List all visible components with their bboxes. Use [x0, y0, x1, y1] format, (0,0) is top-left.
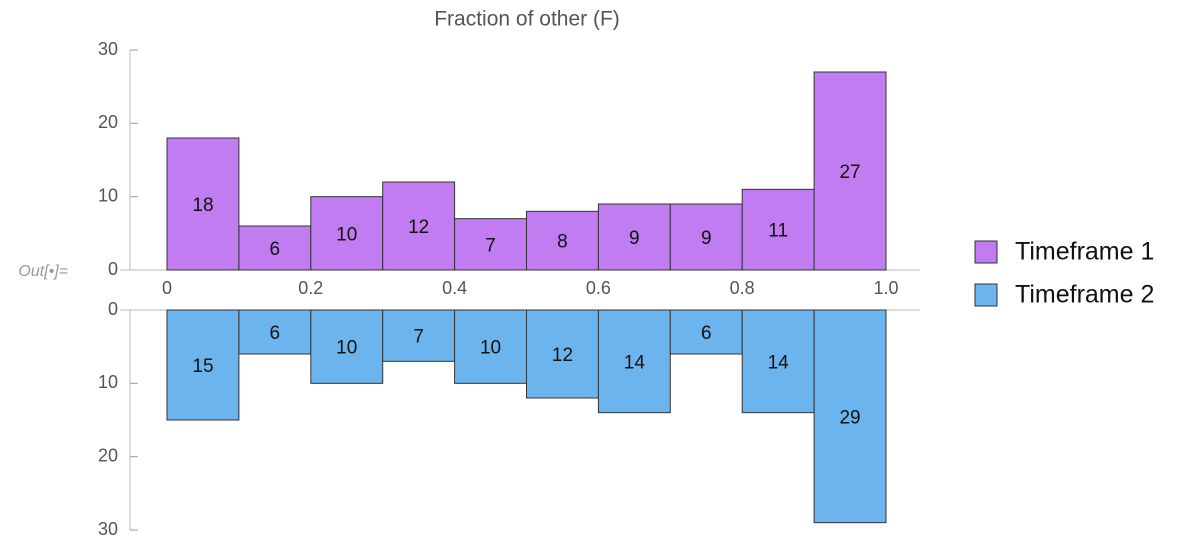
data-label: 10 [480, 338, 501, 359]
data-label: 15 [192, 356, 213, 377]
data-label: 18 [192, 195, 213, 216]
x-tick-label: 0.6 [586, 278, 611, 298]
x-tick-label: 0 [162, 278, 172, 298]
bar [526, 210, 599, 271]
bar [741, 309, 815, 414]
bar [238, 225, 312, 271]
y-tick-label: 20 [98, 445, 118, 465]
y-tick-label: 20 [98, 112, 118, 132]
data-label: 11 [768, 221, 788, 242]
bar [741, 188, 815, 271]
bar [813, 71, 887, 271]
y-tick-label: 0 [108, 259, 118, 279]
x-tick-label: 0.2 [298, 278, 323, 298]
data-label: 8 [557, 232, 568, 253]
data-label: 10 [336, 338, 357, 359]
x-tick-label: 0.4 [442, 278, 467, 298]
data-label: 14 [624, 352, 646, 373]
data-label: 10 [336, 224, 357, 245]
data-label: 27 [839, 162, 860, 183]
chart-title: Fraction of other (F) [434, 8, 620, 31]
data-label: 9 [701, 228, 712, 249]
data-label: 29 [839, 407, 860, 428]
data-label: 12 [552, 345, 573, 366]
y-tick-label: 10 [98, 372, 118, 392]
y-tick-label: 10 [98, 185, 118, 205]
y-tick-label: 30 [98, 519, 118, 539]
bar [597, 203, 671, 271]
bar [454, 309, 528, 384]
legend-swatch [974, 283, 998, 307]
bar [813, 309, 887, 524]
data-label: 7 [413, 327, 424, 348]
data-label: 6 [270, 239, 281, 260]
legend-label: Timeframe 2 [1015, 281, 1154, 309]
data-label: 14 [768, 352, 790, 373]
data-label: 7 [485, 235, 496, 256]
cell-label: Out[•]= [18, 263, 68, 280]
legend-swatch [974, 240, 998, 264]
bar [310, 309, 384, 384]
bar [526, 309, 599, 399]
y-tick-label: 0 [108, 299, 118, 319]
bar [382, 181, 456, 271]
bar [238, 309, 312, 355]
bar [382, 309, 456, 362]
bar [597, 309, 671, 414]
data-label: 12 [408, 217, 429, 238]
bar [669, 309, 743, 355]
data-label: 9 [629, 228, 640, 249]
data-label: 6 [270, 323, 281, 344]
bar [454, 218, 528, 271]
data-label: 6 [701, 323, 712, 344]
bar [166, 309, 240, 421]
legend-label: Timeframe 1 [1015, 238, 1154, 266]
y-tick-label: 30 [98, 39, 118, 59]
bar [166, 137, 240, 271]
bar [310, 196, 384, 271]
x-tick-label: 1.0 [873, 278, 898, 298]
x-tick-label: 0.8 [730, 278, 755, 298]
